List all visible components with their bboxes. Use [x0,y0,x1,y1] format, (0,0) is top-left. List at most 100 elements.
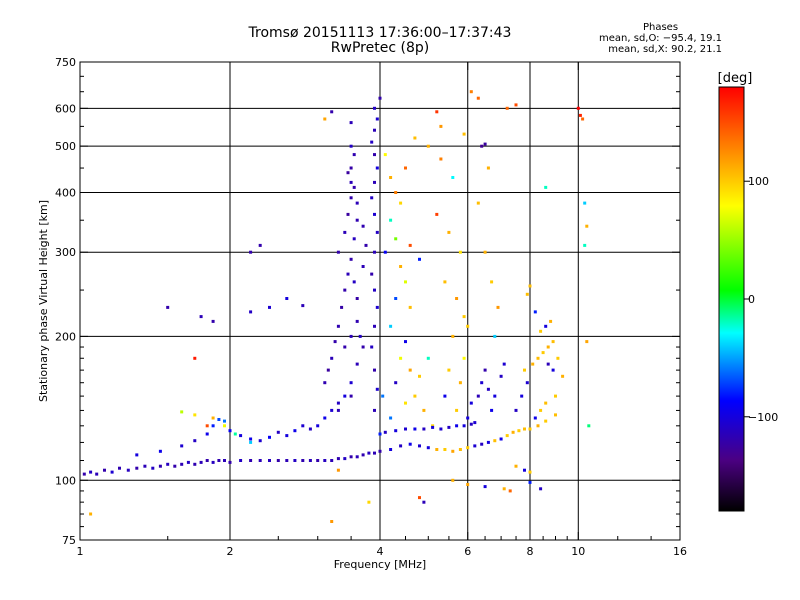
data-point [539,487,543,491]
data-point [346,171,350,175]
data-point [349,180,353,184]
data-point [375,305,379,309]
data-point [418,496,421,500]
data-point [490,280,494,284]
data-point [249,310,253,314]
colorbar-label: [deg] [718,71,753,86]
data-point [373,368,376,372]
data-point [493,439,497,443]
data-point [349,334,353,338]
x-tick-label: 4 [377,545,384,558]
y-tick-label: 300 [55,246,76,259]
data-point [383,250,387,254]
data-point [373,106,376,110]
data-point [316,424,320,428]
data-point [249,459,253,462]
data-point [375,166,379,170]
phase-stats-box: Phases mean, sd,O: −95.4, 19.1 mean, sd,… [599,22,722,55]
colorbar-tick-label: −100 [748,411,778,424]
y-tick-label: 500 [55,140,76,153]
data-point [431,425,435,429]
data-point [541,351,545,355]
colorbar-ticks: −100 0 100 [744,175,778,424]
data-point [431,424,435,428]
data-point [151,466,155,470]
data-point [426,356,430,360]
data-point [330,356,334,360]
data-point [301,304,305,308]
data-point [502,487,506,491]
y-tick-label: 600 [55,102,76,115]
data-point [239,459,243,462]
data-point [536,424,540,428]
data-point [205,459,209,462]
data-point [173,464,177,468]
data-point [143,464,147,468]
data-point [544,185,548,189]
x-tick-label: 1 [77,545,84,558]
data-point [180,462,184,466]
phase-stats-o-mode: mean, sd,O: −95.4, 19.1 [599,33,722,44]
x-tick-label: 16 [673,545,687,558]
data-point [375,387,379,391]
data-point [193,462,197,466]
data-point [118,466,121,470]
data-point [364,243,368,247]
data-point [528,284,532,288]
data-point [556,356,560,360]
data-point [336,468,340,472]
data-point [193,413,197,417]
data-point [554,413,557,417]
data-point [95,472,99,476]
data-point [451,176,455,179]
data-point [258,459,262,462]
data-point [587,424,591,428]
data-point [301,424,305,428]
data-point [422,408,426,412]
data-point [399,444,403,448]
data-point [205,424,209,428]
data-point [462,356,466,360]
data-point [469,401,473,405]
data-point [373,324,376,328]
data-point [451,478,455,482]
data-point [336,408,340,412]
data-point [413,394,417,398]
data-point [361,265,365,268]
y-tick-label: 400 [55,186,76,199]
data-point [439,427,443,431]
data-point [349,394,353,398]
data-point [455,297,459,300]
data-point [336,250,340,254]
data-point [199,315,203,319]
data-point [349,121,353,125]
data-point [455,408,459,412]
data-point [383,153,387,157]
data-point [233,432,237,436]
colorbar-tick-label: 0 [748,293,755,306]
data-point [505,106,509,110]
y-tick-label: 100 [55,474,76,487]
data-point [581,117,585,121]
data-point [528,470,532,474]
data-point [435,110,439,114]
data-point [483,250,487,254]
data-point [539,408,543,412]
data-point [370,196,374,200]
data-point [508,489,512,493]
data-point [158,464,162,468]
data-point [408,368,412,372]
data-point [373,408,376,412]
y-tick-label: 200 [55,330,76,343]
data-point [211,460,215,464]
data-point [293,459,297,462]
data-point [476,201,480,205]
data-point [375,117,379,121]
data-point [135,453,139,457]
data-point [439,157,443,161]
data-point [349,381,353,385]
data-point [439,124,443,128]
data-point [343,457,347,461]
data-point [418,257,421,261]
